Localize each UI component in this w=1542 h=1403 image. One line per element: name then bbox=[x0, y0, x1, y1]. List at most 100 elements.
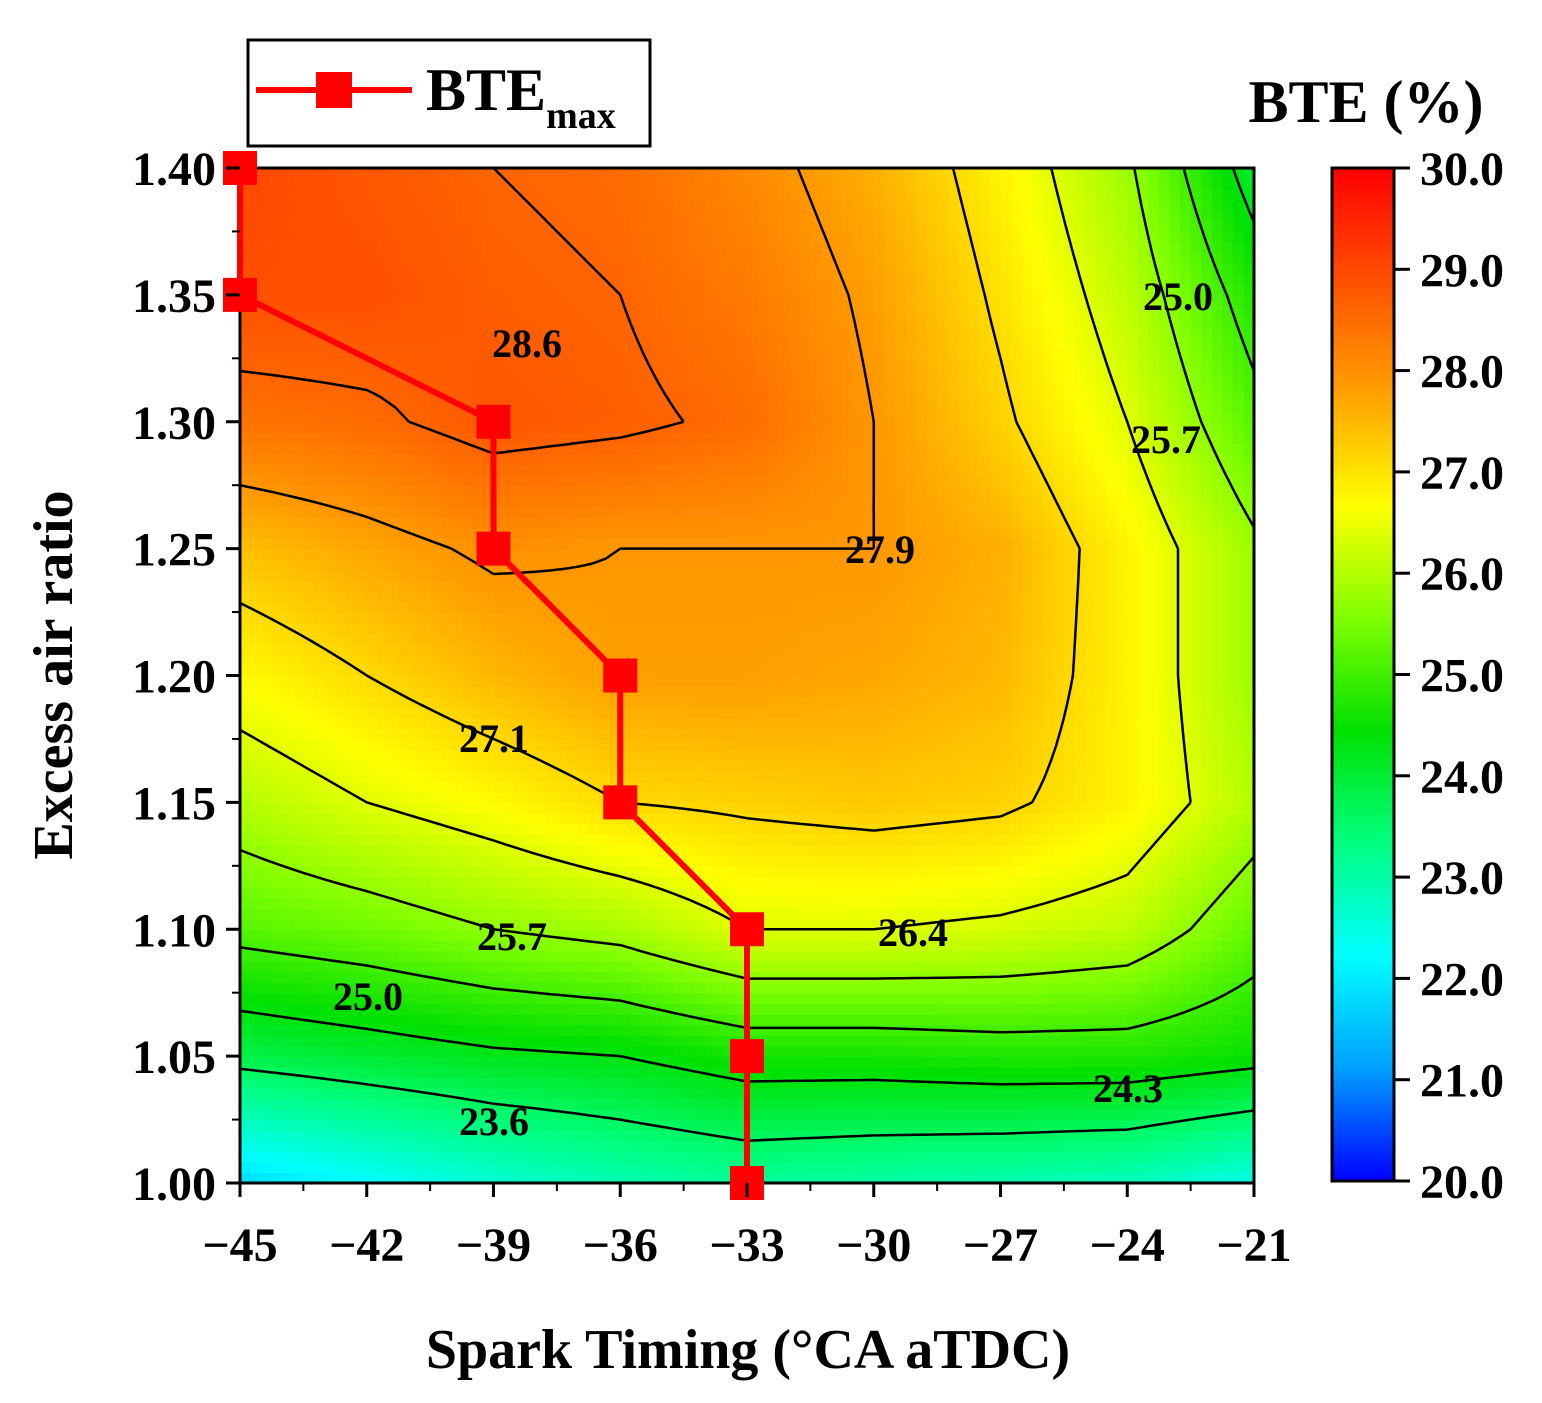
heat-cell bbox=[673, 791, 685, 804]
heat-cell bbox=[409, 865, 421, 878]
heat-cell bbox=[292, 802, 305, 814]
heat-cell bbox=[514, 929, 526, 941]
heat-cell bbox=[1074, 802, 1086, 814]
heat-cell bbox=[1042, 696, 1055, 709]
heat-cell bbox=[968, 728, 981, 740]
heat-cell bbox=[1000, 918, 1012, 931]
heat-cell bbox=[747, 982, 759, 994]
heat-cell bbox=[324, 1130, 336, 1142]
heat-cell bbox=[240, 1003, 252, 1015]
heat-cell bbox=[926, 844, 938, 857]
heat-cell bbox=[1053, 791, 1065, 804]
heat-cell bbox=[1148, 1066, 1160, 1079]
heat-cell bbox=[324, 802, 336, 814]
heat-cell bbox=[1148, 918, 1160, 931]
heat-cell bbox=[715, 823, 727, 835]
heat-cell bbox=[419, 728, 431, 740]
heat-cell bbox=[736, 654, 748, 666]
heat-cell bbox=[292, 1003, 305, 1015]
heat-cell bbox=[778, 643, 791, 656]
heat-cell bbox=[1243, 770, 1254, 783]
heat-cell bbox=[398, 1151, 410, 1163]
heat-cell bbox=[873, 1098, 886, 1110]
heat-cell bbox=[1032, 717, 1044, 730]
heat-cell bbox=[694, 781, 706, 793]
heat-cell bbox=[398, 1003, 410, 1015]
heat-cell bbox=[979, 1034, 991, 1047]
heat-cell bbox=[641, 1140, 653, 1153]
heat-cell bbox=[451, 918, 463, 931]
heat-cell bbox=[673, 886, 685, 899]
heat-cell bbox=[567, 823, 579, 835]
heat-cell bbox=[609, 749, 622, 761]
heat-cell bbox=[261, 1108, 273, 1121]
heat-cell bbox=[947, 707, 960, 719]
heat-cell bbox=[1063, 791, 1076, 804]
heat-cell bbox=[1243, 1013, 1254, 1026]
heat-cell bbox=[1085, 1172, 1097, 1183]
heat-cell bbox=[1116, 717, 1129, 730]
heat-cell bbox=[356, 897, 368, 909]
heat-cell bbox=[482, 1077, 495, 1089]
heat-cell bbox=[968, 654, 981, 666]
heat-cell bbox=[303, 897, 315, 909]
heat-cell bbox=[894, 812, 907, 825]
heat-cell bbox=[546, 1077, 558, 1089]
heat-cell bbox=[1180, 982, 1192, 994]
heat-cell bbox=[1095, 664, 1107, 677]
heat-cell bbox=[1095, 675, 1107, 687]
heat-cell bbox=[789, 717, 801, 730]
heat-cell bbox=[504, 960, 516, 973]
heat-cell bbox=[989, 1056, 1002, 1068]
heat-cell bbox=[704, 760, 717, 772]
heat-cell bbox=[493, 633, 505, 645]
heat-cell bbox=[1127, 844, 1139, 857]
heat-cell bbox=[662, 738, 674, 751]
heat-cell bbox=[1000, 897, 1012, 909]
heat-cell bbox=[261, 1045, 273, 1057]
heat-cell bbox=[1063, 950, 1076, 962]
heat-cell bbox=[292, 929, 305, 941]
heat-cell bbox=[937, 908, 949, 920]
heat-cell bbox=[937, 1098, 949, 1110]
heat-cell bbox=[1127, 918, 1139, 931]
heat-cell bbox=[620, 834, 632, 846]
heat-cell bbox=[884, 738, 896, 751]
heat-cell bbox=[1158, 886, 1171, 899]
heat-cell bbox=[715, 982, 727, 994]
heat-cell bbox=[810, 1024, 822, 1036]
heat-cell bbox=[1042, 738, 1055, 751]
heat-cell bbox=[599, 728, 611, 740]
heat-cell bbox=[366, 633, 379, 645]
heat-cell bbox=[916, 844, 928, 857]
heat-cell bbox=[451, 1161, 463, 1174]
heat-cell bbox=[472, 812, 484, 825]
heat-cell bbox=[810, 1003, 822, 1015]
heat-cell bbox=[440, 791, 453, 804]
heat-cell bbox=[799, 897, 812, 909]
heat-cell bbox=[704, 717, 717, 730]
heat-cell bbox=[979, 865, 991, 878]
heat-cell bbox=[335, 1066, 347, 1079]
heat-cell bbox=[1095, 1066, 1107, 1079]
heat-cell bbox=[609, 643, 622, 656]
heat-cell bbox=[1053, 982, 1065, 994]
heat-cell bbox=[630, 1140, 643, 1153]
heat-cell bbox=[335, 664, 347, 677]
heat-cell bbox=[1021, 939, 1033, 952]
heat-cell bbox=[567, 781, 579, 793]
heat-cell bbox=[1232, 844, 1245, 857]
heat-cell bbox=[937, 686, 949, 698]
heat-cell bbox=[630, 1013, 643, 1026]
heat-cell bbox=[440, 1003, 453, 1015]
heat-cell bbox=[419, 791, 431, 804]
heat-cell bbox=[768, 1098, 780, 1110]
heat-cell bbox=[578, 844, 590, 857]
heat-cell bbox=[916, 855, 928, 867]
heat-cell bbox=[884, 855, 896, 867]
heat-cell bbox=[398, 1087, 410, 1100]
heat-cell bbox=[271, 738, 284, 751]
heat-cell bbox=[1053, 654, 1065, 666]
heat-cell bbox=[1011, 770, 1023, 783]
heat-cell bbox=[1106, 781, 1118, 793]
